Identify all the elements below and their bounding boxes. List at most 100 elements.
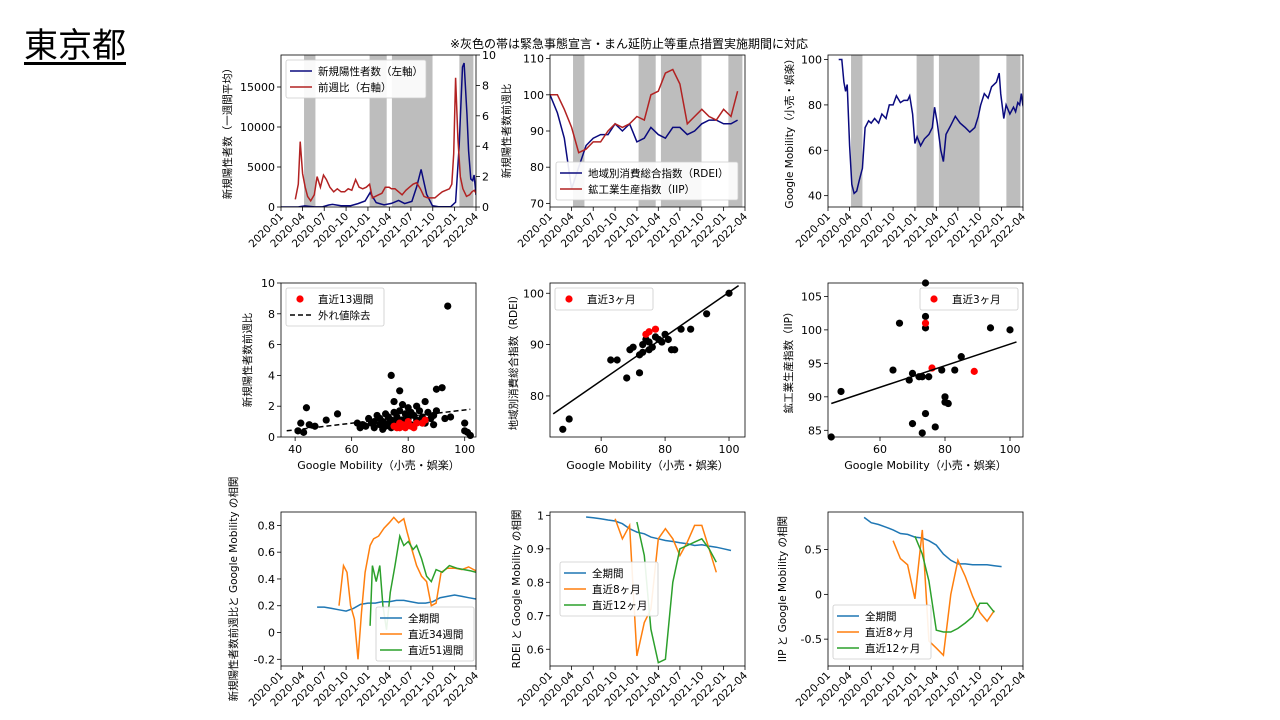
legend-label: 全期間 [592,567,624,580]
scatter-point [370,424,378,432]
scatter-point [623,374,631,382]
legend-label: 直近3ヶ月 [952,293,1001,306]
scatter-point [889,366,897,374]
y-tick-label: 0.6 [527,643,545,656]
legend-label: 直近12ヶ月 [592,599,647,612]
scatter-point [333,410,342,418]
y-tick-label: 100 [801,54,822,67]
scatter-point [461,419,469,427]
y-tick-label: 0 [268,201,275,214]
legend-box [919,287,1019,311]
y-tick-label: 80 [530,390,544,403]
emergency-band [573,55,585,207]
emergency-band [938,55,980,207]
legend-box [285,287,385,327]
chart-economy: 7080901001102020-012020-042020-072020-10… [516,53,751,251]
series-line [281,62,476,207]
y-tick-label-right: 4 [482,140,489,153]
y-tick-label-right: 8 [482,79,489,92]
scatter-point [941,393,949,401]
scatter-point [921,312,930,321]
y-tick-label: 105 [801,290,822,303]
scatter-point [664,335,672,344]
scatter-point [645,338,653,346]
scatter-point [931,423,939,431]
y-tick-label: 2 [268,400,275,413]
series-line [838,58,1023,195]
plot-frame [280,54,477,208]
chart-scatter_rdei: 80 90 100 60 80 100 Google Mobility（小売・娯楽） 地域別消… [507,282,746,472]
legend-marker [296,295,304,303]
scatter-point [322,416,330,424]
scatter-point [441,414,449,423]
y-tick-label: 90 [530,125,544,138]
scatter-point [671,346,679,354]
scatter-point [635,369,644,377]
chart-scatter_cases: 0 2 4 6 8 10 40 60 80 100 Google Mobility（小売・娯楽） 新規… [241,277,477,472]
scatter-point [970,367,978,375]
scatter-point [895,319,904,327]
plot-frame [827,511,1024,667]
scatter-point [703,310,711,318]
legend-label: 全期間 [408,612,440,625]
y-tick-label: -0.2 [254,653,275,666]
y-tick-label: 90 [530,339,544,352]
y-tick-label-right: 0 [482,201,489,214]
plot-frame [549,282,746,438]
y-axis-label: 新規陽性者数（一週間平均） [221,63,234,200]
fit-line [552,284,740,415]
series-line [914,535,995,633]
chart-corr_cases: -0.200.20.40.60.82020-012020-042020-0720… [227,477,481,710]
scatter-point [687,325,695,333]
legend-box [285,59,427,99]
legend: 直近3ヶ月 [554,287,654,311]
y-tick-label: 110 [523,53,544,66]
chart-corr_rdei: 0.60.70.80.912020-012020-042020-072020-1… [510,509,750,709]
y-tick-label: -0.5 [801,633,822,646]
scatter-point [430,421,438,429]
scatter-point [311,422,319,430]
x-tick-label: 60 [345,443,359,456]
legend-label: 直近13週間 [318,293,373,306]
scatter-point [415,407,424,415]
y-axis-label: 新規陽性者数前週比 [241,313,254,408]
scatter-point [305,421,313,429]
y-tick-label: 90 [808,391,822,404]
y-tick-label: 10 [261,277,275,290]
scatter-point [607,356,615,364]
legend: 新規陽性者数（左軸） 前週比（右軸） [285,59,427,99]
emergency-band [304,55,316,207]
scatter-point [297,419,305,427]
legend-box [375,606,475,662]
legend-label: 直近51週間 [408,644,463,657]
x-tick-label: 80 [938,443,952,456]
scatter-point [362,422,370,430]
scatter-point [444,302,452,310]
x-tick-label: 80 [401,443,415,456]
scatter-point [648,343,656,351]
scatter-point [986,324,995,332]
scatter-point [918,373,926,381]
chart-corr_iip: -0.500.52020-012020-042020-072020-102021… [776,511,1028,709]
series-line [863,516,1002,568]
y-axis-label: 鉱工業生産指数（IIP） [782,306,795,413]
y-tick-label: 6 [268,339,275,352]
y-tick-label: 0.2 [258,600,276,613]
legend-label: 外れ値除去 [318,309,371,322]
emergency-band [851,55,863,207]
y-tick-label-right: 10 [482,49,496,62]
y-tick-label: 100 [523,89,544,102]
scatter-point [921,409,930,418]
y-axis-label-right: 新規陽性者数前週比 [500,84,513,179]
scatter-point [398,401,407,409]
y-tick-label: 0.7 [527,610,545,623]
scatter-point [921,319,930,327]
scatter-point [918,429,926,437]
y-tick-label: 0.5 [805,544,823,557]
scatter-point [944,399,952,408]
legend-label: 直近12ヶ月 [865,642,920,655]
x-tick-label: 100 [719,443,740,456]
scatter-point [421,416,429,424]
